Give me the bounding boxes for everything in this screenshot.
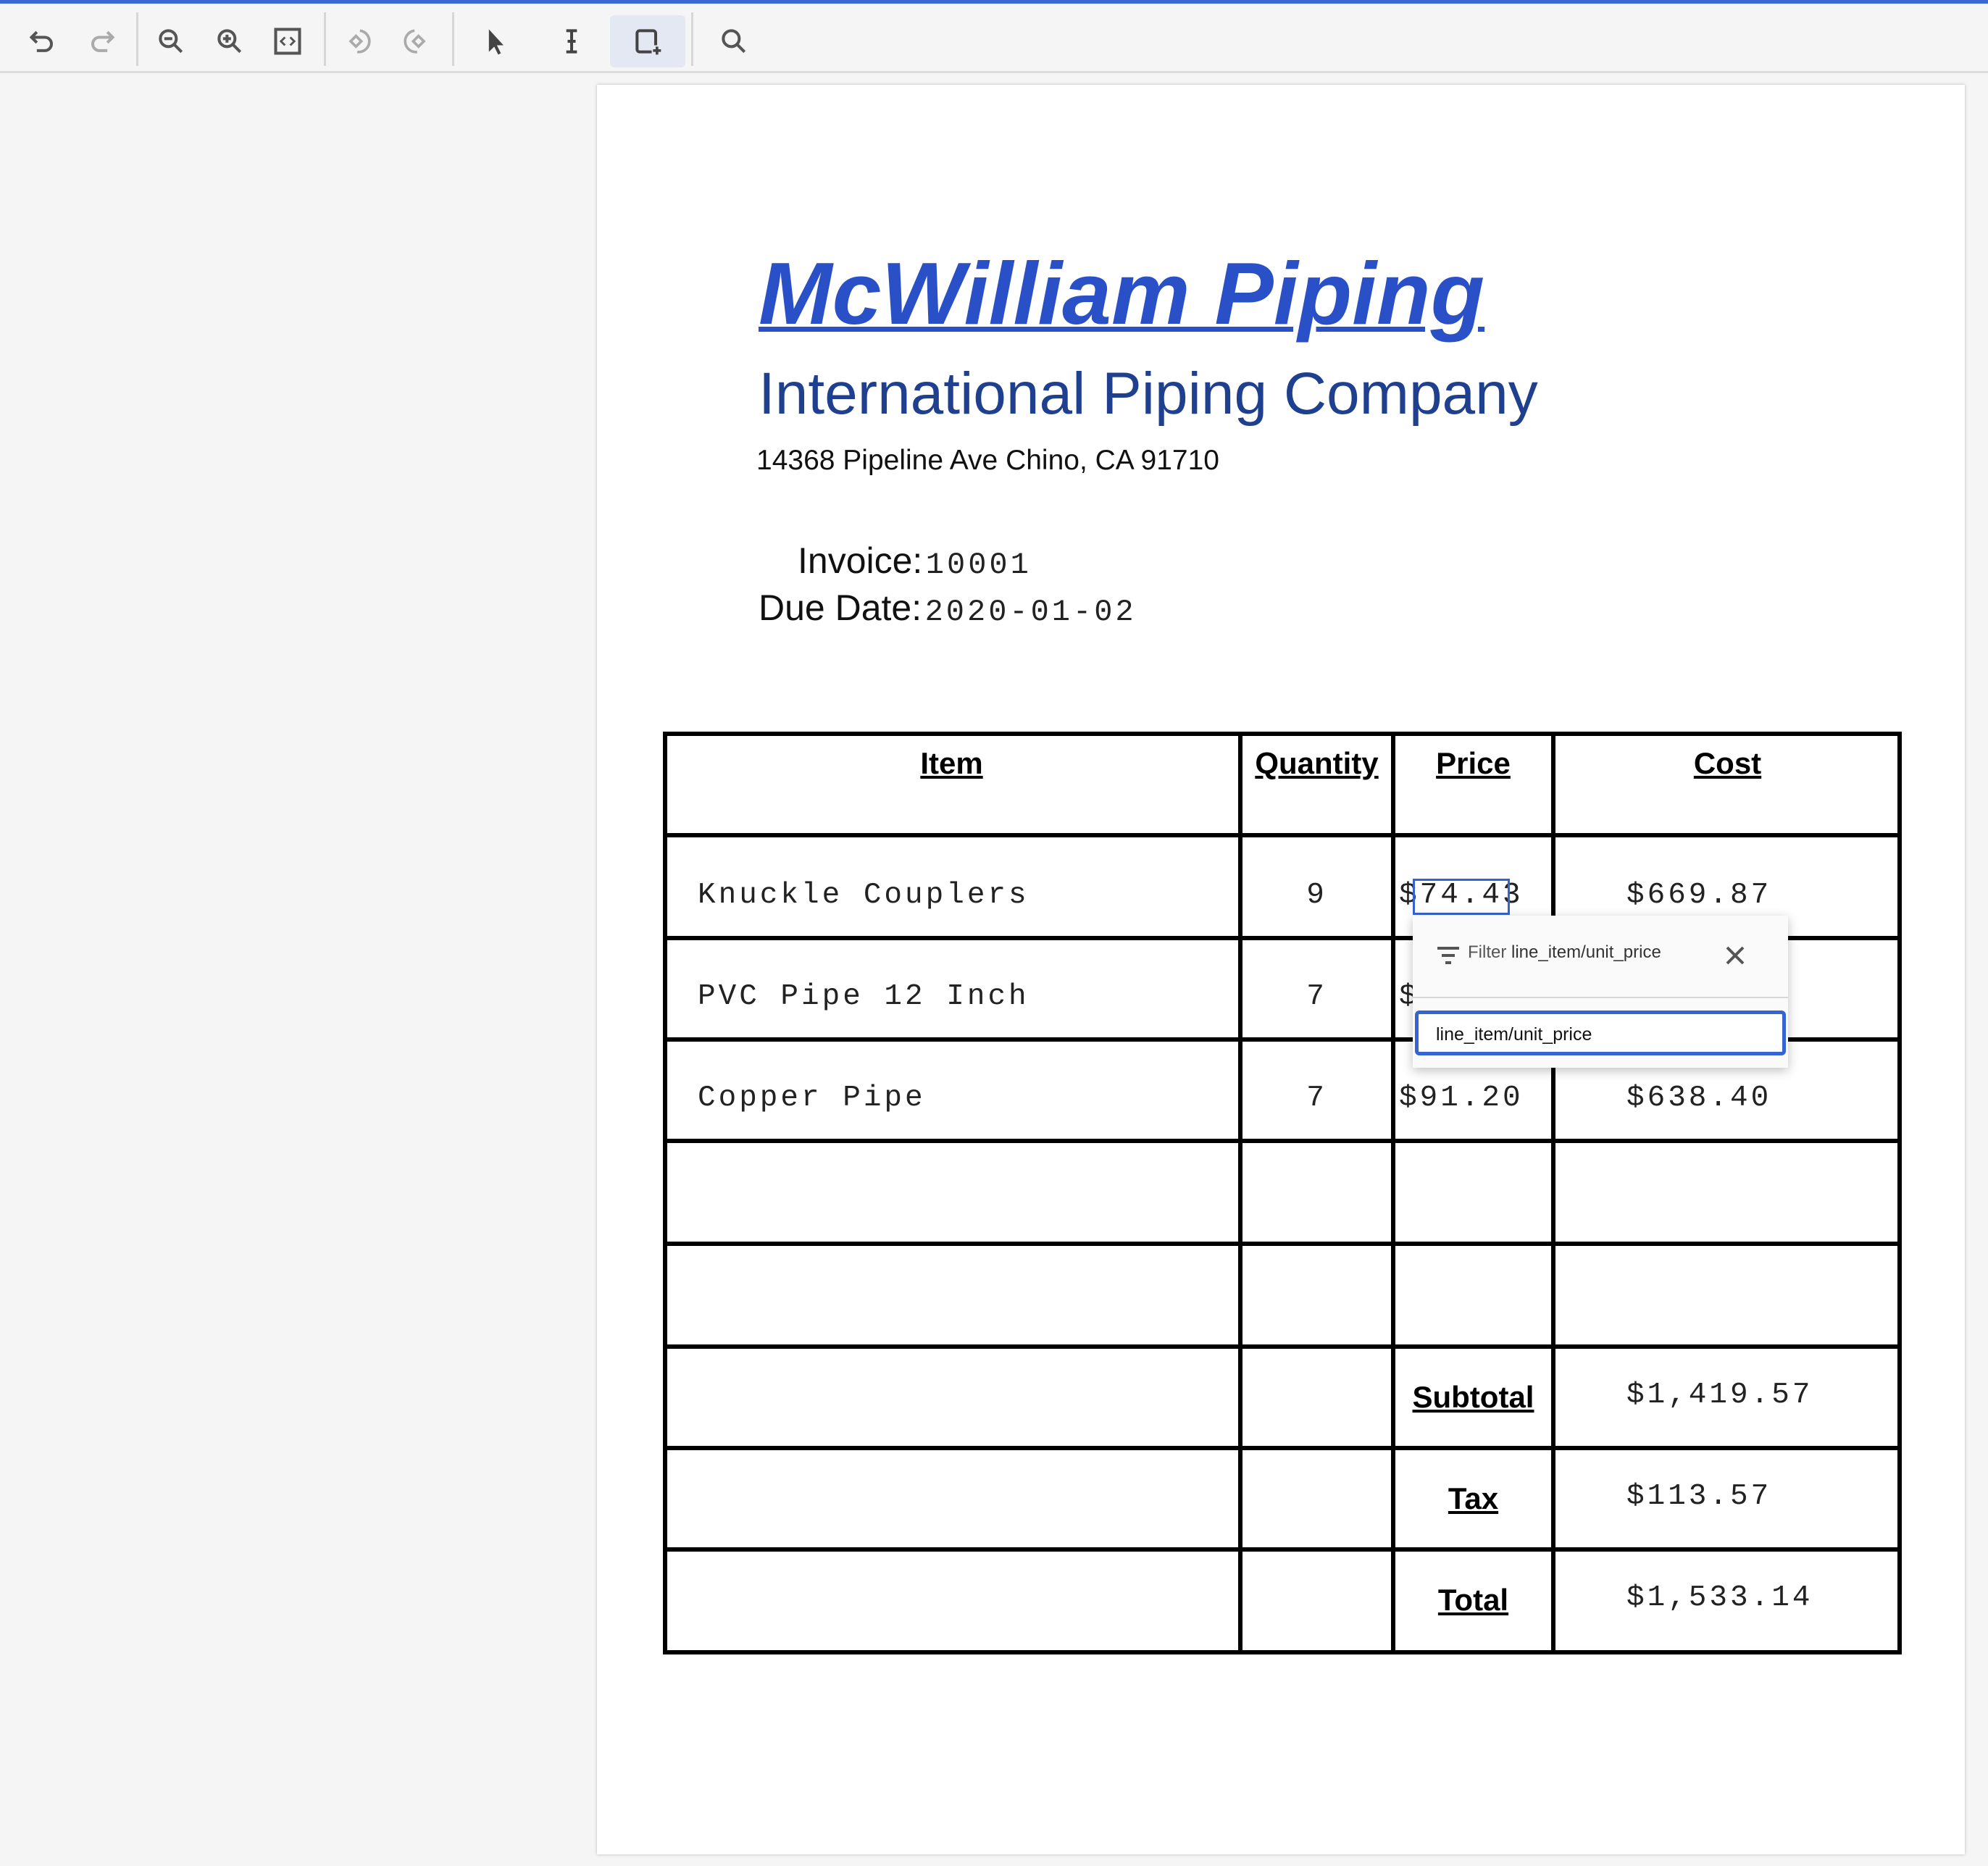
rotate-left-icon (348, 29, 371, 54)
toolbar-divider (691, 12, 693, 66)
field-name-input[interactable]: line_item/unit_price (1415, 1011, 1786, 1055)
top-accent-bar (0, 0, 1988, 4)
popup-title-prefix: Filter (1468, 942, 1507, 962)
close-icon[interactable] (1726, 946, 1745, 965)
redo-icon (91, 30, 115, 52)
popup-title: Filter line_item/unit_price (1468, 942, 1661, 963)
company-subtitle: International Piping Company (759, 361, 1538, 427)
invoice-table (663, 732, 1902, 1654)
table-row-line (663, 1547, 1902, 1552)
item-price: $74.43 (1399, 879, 1524, 912)
table-row-line (663, 936, 1902, 940)
popup-divider (1413, 997, 1788, 998)
search-icon (722, 29, 746, 54)
company-name: McWilliam Piping (759, 244, 1485, 343)
due-date-label: Due Date: (759, 587, 922, 628)
item-cost: $669.87 (1626, 879, 1772, 912)
zoom-out-button[interactable] (135, 15, 207, 67)
fit-page-icon (274, 28, 301, 55)
due-date-line: Due Date: 2020-01-02 (759, 587, 1137, 629)
item-quantity: 7 (1306, 1081, 1327, 1115)
summary-value: $1,533.14 (1626, 1581, 1813, 1615)
fit-page-button[interactable] (251, 15, 324, 67)
selected-field-box[interactable] (1413, 879, 1510, 915)
rotate-right-button[interactable] (380, 15, 452, 67)
toolbar-divider (136, 12, 138, 66)
add-box-icon (635, 29, 661, 55)
zoom-in-icon (217, 29, 242, 54)
table-row-line (663, 1242, 1902, 1246)
item-price: $91.20 (1399, 1081, 1524, 1115)
select-tool-button[interactable] (459, 15, 532, 67)
table-column-line (1391, 732, 1395, 1654)
invoice-label: Invoice: (798, 540, 923, 581)
text-select-tool-button[interactable] (535, 15, 608, 67)
text-cursor-icon (566, 29, 577, 54)
table-column-line (1238, 732, 1242, 1654)
table-row-line (663, 833, 1902, 837)
table-column-line (1551, 732, 1555, 1654)
item-name: Copper Pipe (698, 1081, 926, 1115)
header-cost: Cost (1693, 746, 1762, 780)
table-row-line (663, 1446, 1902, 1450)
summary-label: Subtotal (1412, 1380, 1534, 1414)
header-price: Price (1436, 746, 1511, 780)
company-address: 14368 Pipeline Ave Chino, CA 91710 (756, 445, 1219, 476)
item-name: PVC Pipe 12 Inch (698, 980, 1030, 1013)
summary-label: Tax (1448, 1481, 1499, 1515)
item-quantity: 9 (1306, 879, 1327, 912)
summary-label: Total (1437, 1583, 1509, 1617)
table-row-line (663, 1139, 1902, 1143)
rotate-right-icon (404, 29, 426, 54)
summary-value: $1,419.57 (1626, 1378, 1813, 1412)
field-filter-popup: Filter line_item/unit_price line_item/un… (1413, 916, 1788, 1068)
table-row-line (663, 1037, 1902, 1042)
invoice-line: Invoice: 10001 (798, 540, 1032, 582)
item-quantity: 7 (1306, 980, 1327, 1013)
toolbar-divider (324, 12, 326, 66)
undo-icon (29, 30, 53, 52)
popup-title-field: line_item/unit_price (1511, 942, 1661, 962)
draw-box-tool-button[interactable] (610, 15, 685, 67)
item-cost: $638.40 (1626, 1081, 1772, 1115)
search-button[interactable] (698, 15, 770, 67)
summary-value: $113.57 (1626, 1480, 1772, 1513)
zoom-out-icon (159, 29, 183, 54)
item-name: Knuckle Couplers (698, 879, 1030, 912)
header-quantity: Quantity (1255, 746, 1379, 780)
undo-button[interactable] (7, 15, 80, 67)
invoice-number: 10001 (925, 548, 1032, 582)
due-date-value: 2020-01-02 (924, 595, 1137, 629)
filter-icon (1437, 947, 1459, 964)
pointer-icon (488, 29, 504, 55)
rotate-left-button[interactable] (322, 15, 395, 67)
zoom-in-button[interactable] (193, 15, 266, 67)
toolbar (0, 4, 1988, 73)
toolbar-divider (452, 12, 454, 66)
table-row-line (663, 1344, 1902, 1349)
redo-button[interactable] (64, 15, 137, 67)
header-item: Item (920, 746, 983, 780)
